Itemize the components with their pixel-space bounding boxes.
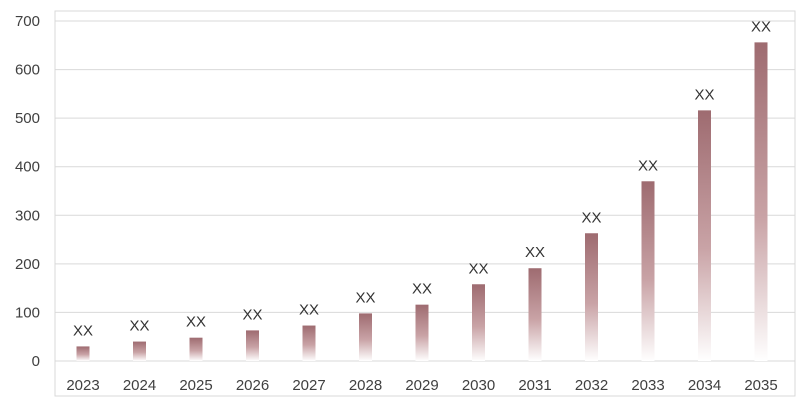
bar-2026 bbox=[246, 330, 259, 361]
bar-2034 bbox=[698, 110, 711, 361]
data-label-2024: XX bbox=[129, 318, 149, 335]
bar-2029 bbox=[415, 304, 429, 361]
y-axis: 0 100 200 300 400 500 600 700 bbox=[15, 13, 40, 370]
bar-2027 bbox=[302, 325, 316, 361]
data-label-2029: XX bbox=[412, 281, 432, 298]
y-tick-label: 300 bbox=[15, 207, 40, 224]
y-tick-label: 500 bbox=[15, 110, 40, 127]
data-label-2031: XX bbox=[525, 244, 545, 261]
x-tick-label-2026: 2026 bbox=[236, 377, 269, 394]
y-tick-label: 200 bbox=[15, 256, 40, 273]
x-tick-label-2033: 2033 bbox=[631, 377, 664, 394]
data-label-2033: XX bbox=[638, 157, 658, 174]
data-label-2030: XX bbox=[468, 260, 488, 277]
x-tick-label-2035: 2035 bbox=[744, 377, 777, 394]
data-label-2025: XX bbox=[186, 314, 206, 331]
x-tick-label-2025: 2025 bbox=[179, 377, 212, 394]
x-tick-label-2029: 2029 bbox=[405, 377, 438, 394]
y-tick-label: 600 bbox=[15, 62, 40, 79]
bar-2023 bbox=[76, 346, 90, 361]
bar-2032 bbox=[585, 233, 598, 361]
x-tick-label-2027: 2027 bbox=[292, 377, 325, 394]
x-tick-label-2031: 2031 bbox=[518, 377, 551, 394]
y-tick-label: 0 bbox=[32, 353, 40, 370]
y-tick-label: 100 bbox=[15, 304, 40, 321]
x-tick-label-2028: 2028 bbox=[349, 377, 382, 394]
bar-2025 bbox=[189, 337, 203, 361]
data-label-2023: XX bbox=[73, 322, 93, 339]
gridlines bbox=[55, 20, 795, 362]
data-label-2034: XX bbox=[694, 86, 714, 103]
x-axis: 2023 2024 2025 2026 2027 2028 2029 2030 2031 2032… bbox=[66, 377, 777, 394]
bar-2031 bbox=[528, 268, 542, 361]
bar-2035 bbox=[754, 42, 768, 361]
data-label-2035: XX bbox=[751, 18, 771, 35]
bar-2024 bbox=[133, 341, 146, 361]
data-labels: XX XX XX XX XX XX XX XX XX XX XX XX XX bbox=[73, 18, 771, 339]
bar-2028 bbox=[359, 313, 372, 361]
bars bbox=[76, 42, 768, 361]
data-label-2026: XX bbox=[242, 306, 262, 323]
y-tick-label: 700 bbox=[15, 13, 40, 30]
plot-frame bbox=[54, 10, 796, 397]
data-label-2028: XX bbox=[355, 289, 375, 306]
bar-2033 bbox=[641, 181, 655, 361]
x-tick-label-2032: 2032 bbox=[575, 377, 608, 394]
data-label-2032: XX bbox=[581, 209, 601, 226]
bar-2030 bbox=[472, 284, 485, 361]
x-tick-label-2024: 2024 bbox=[123, 377, 156, 394]
y-tick-label: 400 bbox=[15, 159, 40, 176]
x-tick-label-2030: 2030 bbox=[462, 377, 495, 394]
x-tick-label-2034: 2034 bbox=[688, 377, 721, 394]
data-label-2027: XX bbox=[299, 302, 319, 319]
x-tick-label-2023: 2023 bbox=[66, 377, 99, 394]
